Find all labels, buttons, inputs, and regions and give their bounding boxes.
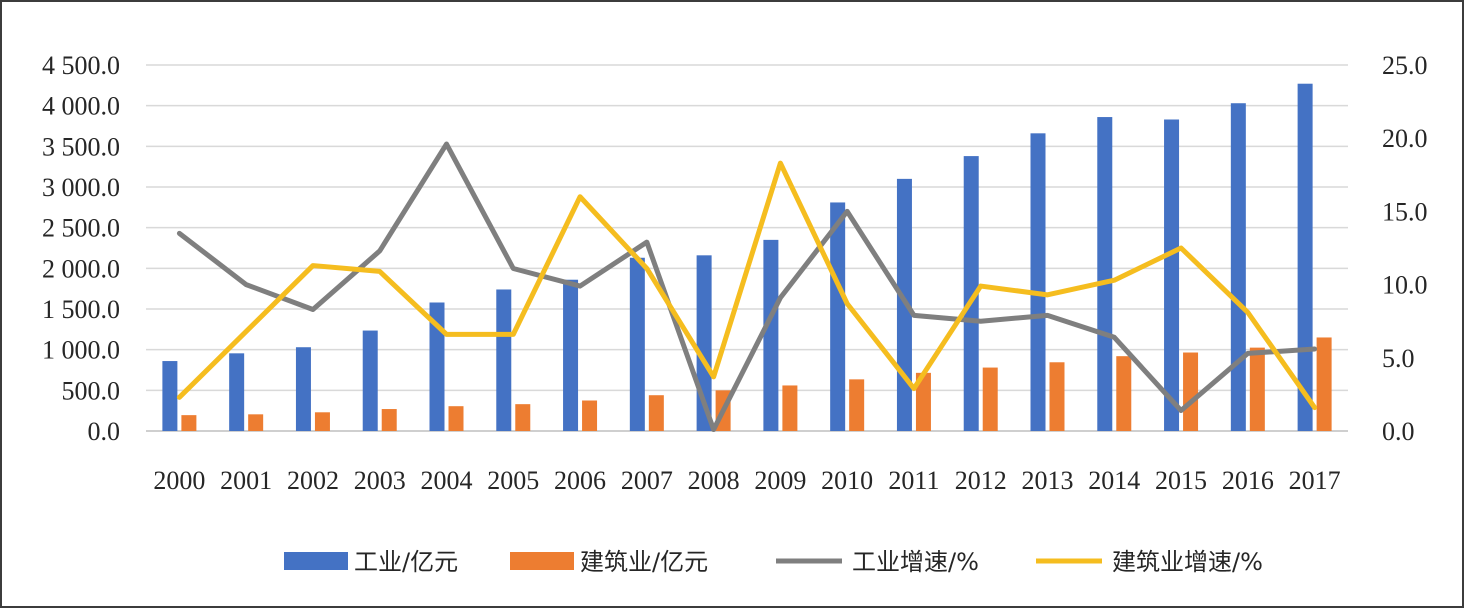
right-axis-ticks: 0.0 5.0 10.0 15.0 20.0 25.0 <box>1382 51 1428 446</box>
right-axis-tick-label: 15.0 <box>1382 197 1428 226</box>
x-axis-tick-label: 2015 <box>1155 466 1207 495</box>
bar-construction <box>1249 347 1265 431</box>
x-axis-tick-label: 2012 <box>955 466 1007 495</box>
left-axis-tick-label: 0.0 <box>88 417 121 446</box>
left-axis-tick-label: 3 500.0 <box>42 132 120 161</box>
legend: 工业/亿元 建筑业/亿元 工业增速/% 建筑业增速/% <box>284 548 1263 576</box>
x-axis-tick-label: 2010 <box>821 466 873 495</box>
x-axis-tick-label: 2017 <box>1289 466 1341 495</box>
left-axis-tick-label: 4 000.0 <box>42 92 120 121</box>
bar-industry <box>1097 117 1113 431</box>
legend-label: 建筑业/亿元 <box>580 548 708 576</box>
line-series-industry-growth <box>176 141 1318 433</box>
left-axis-tick-label: 2 000.0 <box>42 254 120 283</box>
bar-construction <box>1316 337 1332 431</box>
bar-industry <box>1297 83 1313 431</box>
x-axis-tick-label: 2000 <box>153 466 205 495</box>
bar-industry <box>162 361 178 431</box>
x-axis-tick-label: 2016 <box>1222 466 1274 495</box>
bar-construction <box>782 385 798 431</box>
x-axis-tick-label: 2004 <box>421 466 473 495</box>
x-axis-ticks: 2000 2001 2002 2003 2004 2005 2006 2007 2008 2009… <box>153 466 1340 495</box>
x-axis-tick-label: 2003 <box>354 466 406 495</box>
x-axis-tick-label: 2006 <box>554 466 606 495</box>
bar-construction <box>1183 352 1199 431</box>
bar-construction <box>582 400 598 431</box>
legend-label: 工业/亿元 <box>354 548 458 576</box>
bar-construction <box>381 409 397 431</box>
bar-industry <box>429 302 445 431</box>
left-axis-ticks: 0.0 500.0 1 000.0 1 500.0 2 000.0 2 500.0 3 00… <box>42 51 120 446</box>
bar-industry <box>830 202 846 431</box>
bar-industry <box>763 239 779 431</box>
bar-construction <box>1116 356 1132 431</box>
bar-industry <box>629 257 645 431</box>
legend-swatch <box>510 552 574 570</box>
bar-industry <box>1230 103 1246 431</box>
right-axis-tick-label: 0.0 <box>1382 417 1415 446</box>
left-axis-tick-label: 3 000.0 <box>42 173 120 202</box>
left-axis-tick-label: 1 000.0 <box>42 336 120 365</box>
bar-industry <box>229 353 245 431</box>
bar-industry <box>563 279 579 431</box>
bar-construction <box>915 372 931 431</box>
bar-industry <box>1164 119 1180 431</box>
legend-swatch <box>284 552 348 570</box>
bar-construction <box>1049 362 1065 431</box>
line-series-construction-growth <box>176 160 1318 411</box>
left-axis-tick-label: 1 500.0 <box>42 295 120 324</box>
left-axis-tick-label: 500.0 <box>62 376 121 405</box>
x-axis-tick-label: 2007 <box>621 466 673 495</box>
left-axis-tick-label: 4 500.0 <box>42 51 120 80</box>
bar-construction <box>181 415 197 431</box>
x-axis-tick-label: 2008 <box>688 466 740 495</box>
x-axis-tick-label: 2014 <box>1088 466 1140 495</box>
legend-label: 工业增速/% <box>852 548 979 576</box>
bar-industry <box>1030 133 1046 431</box>
right-axis-tick-label: 20.0 <box>1382 124 1428 153</box>
bar-construction <box>314 412 330 431</box>
x-axis-tick-label: 2009 <box>754 466 806 495</box>
bar-industry <box>362 330 378 431</box>
x-axis-tick-label: 2002 <box>287 466 339 495</box>
bar-construction <box>982 367 998 431</box>
x-axis-tick-label: 2013 <box>1022 466 1074 495</box>
bar-construction <box>448 406 464 431</box>
right-axis-tick-label: 10.0 <box>1382 271 1428 300</box>
bar-construction <box>849 379 865 431</box>
bar-industry <box>963 156 979 432</box>
bar-construction <box>515 404 531 431</box>
bar-construction <box>648 395 664 431</box>
bar-industry <box>295 347 311 431</box>
lines <box>176 141 1318 433</box>
right-axis-tick-label: 25.0 <box>1382 51 1428 80</box>
bar-construction <box>248 414 264 431</box>
x-axis-tick-label: 2005 <box>487 466 539 495</box>
legend-label: 建筑业增速/% <box>1112 548 1263 576</box>
x-axis-tick-label: 2011 <box>888 466 939 495</box>
left-axis-tick-label: 2 500.0 <box>42 214 120 243</box>
bar-industry <box>496 289 512 431</box>
x-axis-tick-label: 2001 <box>220 466 272 495</box>
right-axis-tick-label: 5.0 <box>1382 344 1415 373</box>
